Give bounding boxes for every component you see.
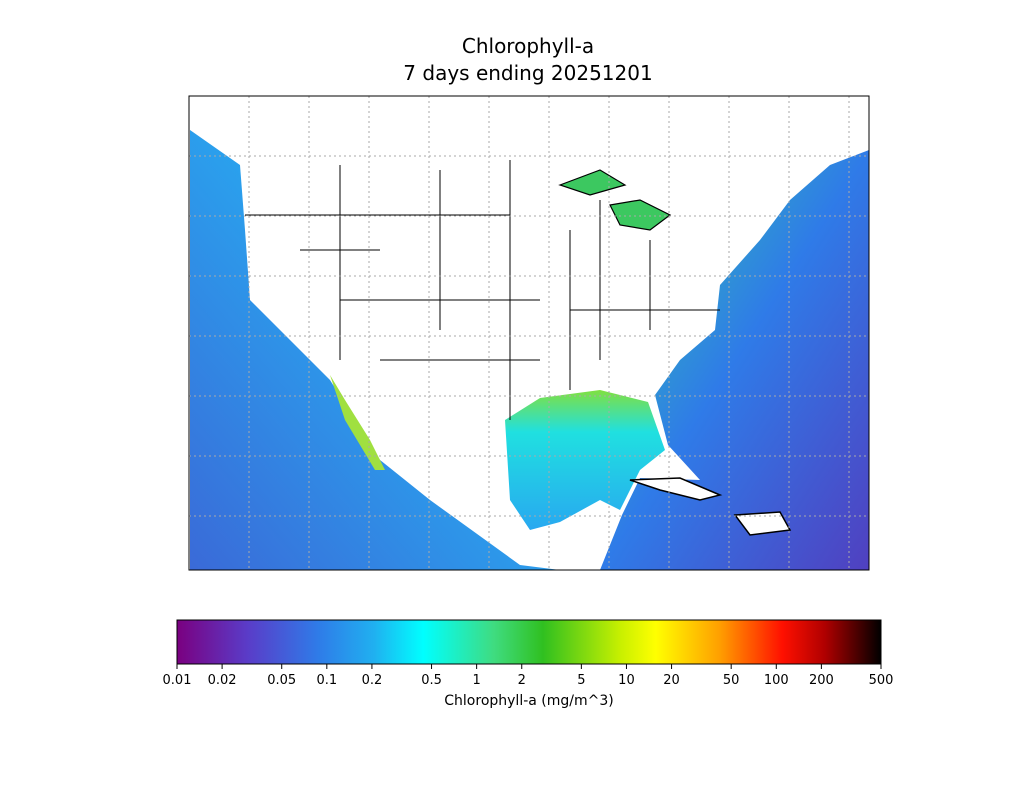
colorbar-tick-label: 0.2 xyxy=(362,673,383,688)
colorbar-label: Chlorophyll-a (mg/m^3) xyxy=(444,693,613,709)
islands xyxy=(629,477,792,536)
colorbar-gradient xyxy=(176,619,882,665)
colorbar-tick-label: 0.05 xyxy=(267,673,296,688)
map-frame xyxy=(188,95,870,571)
atlantic-ocean xyxy=(600,150,869,570)
state-borders xyxy=(245,160,720,420)
colorbar-tick-label: 0.01 xyxy=(163,673,192,688)
map xyxy=(188,95,870,571)
colorbar-tick-label: 5 xyxy=(577,673,585,688)
gulf-of-california xyxy=(330,375,385,470)
colorbar-tick-label: 20 xyxy=(663,673,680,688)
map-subtitle: 7 days ending 20251201 xyxy=(403,61,652,85)
colorbar-tick-label: 2 xyxy=(518,673,526,688)
colorbar-tick-label: 200 xyxy=(809,673,834,688)
colorbar-tick-label: 1 xyxy=(472,673,480,688)
colorbar-tick-label: 100 xyxy=(764,673,789,688)
colorbar-tick-label: 10 xyxy=(618,673,635,688)
gulf-of-mexico xyxy=(505,390,665,530)
colorbar-tick-label: 0.1 xyxy=(316,673,337,688)
great-lakes xyxy=(558,169,672,231)
colorbar: 0.01 0.02 0.05 0.1 0.2 0.5 1 2 5 10 20 50 100 200 500 xyxy=(163,619,894,688)
map-title: Chlorophyll-a xyxy=(462,34,594,58)
colorbar-tick-label: 50 xyxy=(723,673,740,688)
colorbar-tick-label: 0.5 xyxy=(421,673,442,688)
colorbar-tick-label: 0.02 xyxy=(208,673,237,688)
colorbar-tick-label: 500 xyxy=(869,673,894,688)
pacific-ocean xyxy=(190,130,560,570)
